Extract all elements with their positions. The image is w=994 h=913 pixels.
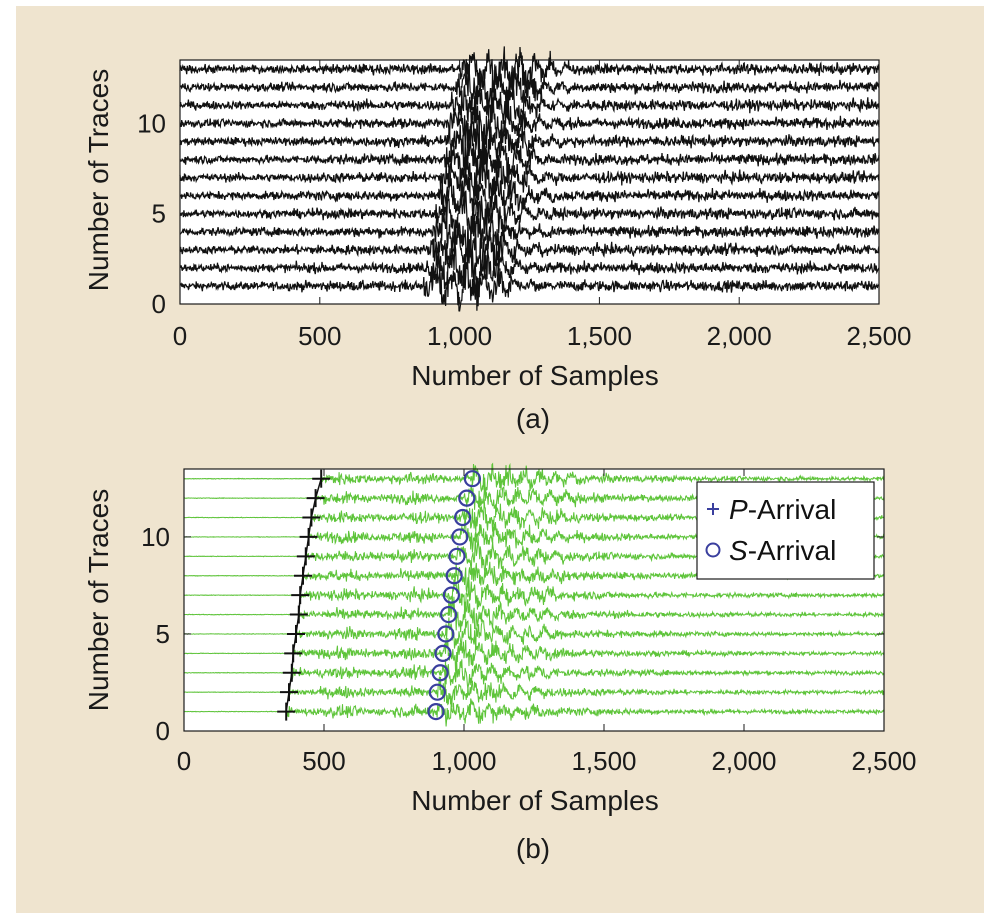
s-arrival-marker (427, 702, 445, 721)
trace-line (183, 617, 885, 649)
s-arrival-marker (448, 547, 466, 565)
plot-frame-a (179, 59, 880, 305)
trace-line (179, 257, 880, 312)
x-ticks-a: 0 500 1,000 1,500 2,000 2,500 (173, 60, 912, 351)
legend-italic-s: S (729, 535, 748, 566)
x-tick-label: 2,000 (711, 746, 776, 776)
s-arrival-marker (431, 664, 449, 682)
y-tick-label: 10 (137, 108, 166, 138)
s-arrival-marker (454, 508, 472, 527)
y-ticks-a: 0 5 10 (137, 108, 879, 319)
y-tick-label: 5 (152, 199, 166, 229)
trace-line (184, 698, 885, 727)
trace-line (183, 462, 885, 494)
x-axis-title-b: Number of Samples (411, 785, 658, 816)
traces-a (179, 46, 880, 312)
trace-line (179, 46, 880, 97)
s-arrival-marker (463, 470, 481, 488)
legend-text-s: -Arrival (748, 535, 837, 566)
y-axis-title-b: Number of Traces (83, 489, 114, 712)
plot-frame-b (183, 468, 885, 732)
x-ticks-b: 0 500 1,000 1,500 2,000 2,500 (177, 469, 917, 776)
legend-label-s-arrival: S-Arrival (729, 535, 836, 566)
legend-text-p: -Arrival (748, 494, 837, 525)
s-arrival-marker (434, 644, 452, 662)
s-arrival-marker (445, 567, 463, 585)
x-tick-label: 500 (298, 321, 341, 351)
y-tick-label: 0 (156, 716, 170, 746)
x-axis-title-a: Number of Samples (411, 360, 658, 391)
trace-line (179, 239, 880, 298)
trace-line (179, 97, 880, 147)
trace-line (179, 138, 880, 184)
legend-box (696, 481, 875, 580)
trace-line (179, 118, 880, 167)
s-arrival-marker (451, 528, 469, 546)
s-arrival-marker (437, 625, 455, 643)
x-tick-label: 2,500 (851, 746, 916, 776)
legend-entry-s-arrival: S-Arrival (705, 535, 836, 566)
trace-line (183, 676, 885, 708)
x-tick-label: 0 (173, 321, 187, 351)
trace-line (179, 190, 880, 241)
x-tick-label: 2,000 (707, 321, 772, 351)
trace-line (179, 79, 880, 131)
s-arrival-marker (442, 586, 460, 604)
y-axis-title-a: Number of Traces (83, 69, 114, 292)
x-tick-label: 2,500 (846, 321, 911, 351)
panel-label-a: (a) (516, 403, 550, 434)
trace-line (179, 227, 880, 277)
x-tick-label: 500 (302, 746, 345, 776)
p-arrival-markers (277, 469, 331, 721)
legend-label-p-arrival: P-Arrival (729, 494, 836, 525)
x-tick-label: 0 (177, 746, 191, 776)
legend-italic-p: P (729, 494, 748, 525)
trace-line (179, 210, 880, 258)
y-tick-label: 5 (156, 619, 170, 649)
panel-b: 0 500 1,000 1,500 2,000 2,500 0 5 10 Number of … (83, 462, 917, 864)
panel-a: 0 500 1,000 1,500 2,000 2,500 0 5 10 Number of … (83, 46, 912, 434)
legend-plus-marker (707, 503, 719, 515)
s-arrival-marker (428, 683, 446, 701)
y-ticks-b: 0 5 10 (141, 522, 884, 746)
legend: P-Arrival S-Arrival (696, 481, 875, 580)
s-arrival-marker (440, 605, 458, 624)
trace-line (184, 658, 885, 689)
x-tick-label: 1,500 (567, 321, 632, 351)
x-tick-label: 1,000 (427, 321, 492, 351)
s-arrival-markers (427, 470, 481, 721)
legend-circle-marker (705, 542, 721, 558)
trace-line (179, 61, 880, 115)
trace-line (179, 167, 880, 221)
y-tick-label: 10 (141, 522, 170, 552)
p-arrival-trend-line (285, 478, 322, 712)
legend-entry-p-arrival: P-Arrival (707, 494, 836, 525)
y-tick-label: 0 (152, 289, 166, 319)
x-tick-label: 1,500 (571, 746, 636, 776)
x-tick-label: 1,000 (431, 746, 496, 776)
panel-label-b: (b) (516, 833, 550, 864)
s-arrival-marker (458, 489, 476, 507)
